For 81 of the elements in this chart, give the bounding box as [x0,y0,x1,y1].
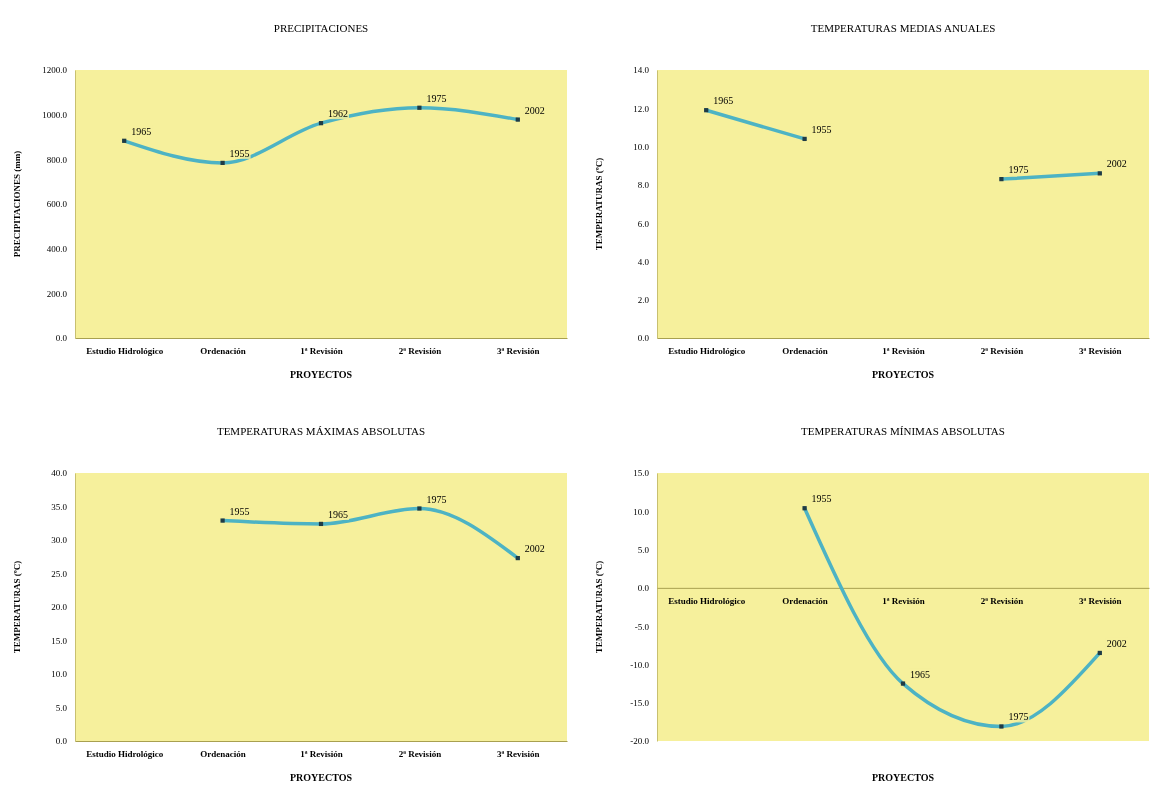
annotation: 2002 [524,104,545,116]
x-tick-label: Ordenación [200,749,246,760]
y-tick-label: 14.0 [633,65,650,76]
y-tick-label: 2.0 [637,295,650,306]
chart-title: TEMPERATURAS MEDIAS ANUALES [810,22,996,34]
x-tick-label: 3ª Revisión [1079,346,1122,357]
y-tick-label: 0.0 [637,333,650,344]
x-axis-title: PROYECTOS [871,772,935,783]
chart-title: TEMPERATURAS MÍNIMAS ABSOLUTAS [801,425,1005,437]
annotation: 1965 [910,668,930,680]
x-tick-label: 2ª Revisión [398,346,442,357]
x-tick-label: 1ª Revisión [882,346,925,357]
y-tick-label: 0.0 [55,736,68,747]
annotation: 1965 [328,508,348,520]
x-tick-label: Estudio Hidrológico [668,346,746,357]
annotation: 1962 [328,108,348,120]
y-tick-label: 400.0 [46,244,68,255]
annotation: 2002 [524,543,545,555]
y-tick-label: -10.0 [630,659,650,670]
y-axis-title: TEMPERATURAS (ºC) [12,560,22,654]
x-tick-label: 3ª Revisión [497,749,540,760]
y-tick-label: 15.0 [51,635,68,646]
y-tick-label: 600.0 [46,199,68,210]
annotation: 1955 [811,123,832,135]
annotation: 1955 [229,147,250,159]
x-tick-label: 2ª Revisión [980,346,1024,357]
x-tick-label: 1ª Revisión [300,346,343,357]
y-tick-label: 4.0 [637,256,650,267]
x-tick-label: Ordenación [782,596,828,607]
x-tick-label: 2ª Revisión [398,749,442,760]
y-axis-title: TEMPERATURAS (ºC) [594,157,604,251]
y-tick-label: 0.0 [55,333,68,344]
annotation: 2002 [1106,637,1127,649]
x-tick-label: Estudio Hidrológico [668,596,746,607]
annotation: 1965 [131,125,152,137]
y-tick-label: 10.0 [51,669,68,680]
x-tick-label: Ordenación [782,346,828,357]
y-tick-label: 200.0 [46,288,68,299]
y-tick-label: 5.0 [637,544,650,555]
annotation: 1965 [713,95,734,107]
y-tick-label: 0.0 [637,583,650,594]
x-tick-label: Estudio Hidrológico [86,749,164,760]
annotation: 1955 [811,493,832,505]
y-tick-label: 800.0 [46,154,68,165]
x-tick-label: 2ª Revisión [980,596,1024,607]
x-tick-label: 1ª Revisión [300,749,343,760]
annotation: 1975 [426,493,447,505]
annotation: 1975 [426,92,447,104]
annotation: 1975 [1008,711,1029,723]
y-axis-title: PRECIPITACIONES (mm) [12,150,22,258]
y-tick-label: -20.0 [630,736,650,747]
annotation: 1955 [229,505,250,517]
annotation: 2002 [1106,158,1127,170]
y-tick-label: -5.0 [634,621,650,632]
x-tick-label: 3ª Revisión [1079,596,1122,607]
x-tick-label: Estudio Hidrológico [86,346,164,357]
chart-title: PRECIPITACIONES [273,22,369,34]
y-tick-label: 15.0 [633,468,650,479]
y-tick-label: 1000.0 [42,110,68,121]
y-tick-label: 40.0 [51,468,68,479]
y-tick-label: 12.0 [633,103,650,114]
y-tick-label: 20.0 [51,602,68,613]
x-axis-title: PROYECTOS [871,369,935,380]
annotation: 1975 [1008,164,1029,176]
y-tick-label: 25.0 [51,568,68,579]
y-tick-label: 5.0 [55,702,68,713]
y-axis-title: TEMPERATURAS (ºC) [594,560,604,654]
y-tick-label: 35.0 [51,501,68,512]
x-tick-label: 1ª Revisión [882,596,925,607]
x-axis-title: PROYECTOS [289,772,353,783]
y-tick-label: -15.0 [630,698,650,709]
y-tick-label: 30.0 [51,535,68,546]
y-tick-label: 10.0 [633,506,650,517]
x-tick-label: Ordenación [200,346,246,357]
y-tick-label: 6.0 [637,218,650,229]
chart-title: TEMPERATURAS MÁXIMAS ABSOLUTAS [216,425,426,437]
x-axis-title: PROYECTOS [289,369,353,380]
y-tick-label: 1200.0 [42,65,68,76]
x-tick-label: 3ª Revisión [497,346,540,357]
y-tick-label: 10.0 [633,141,650,152]
y-tick-label: 8.0 [637,180,650,191]
